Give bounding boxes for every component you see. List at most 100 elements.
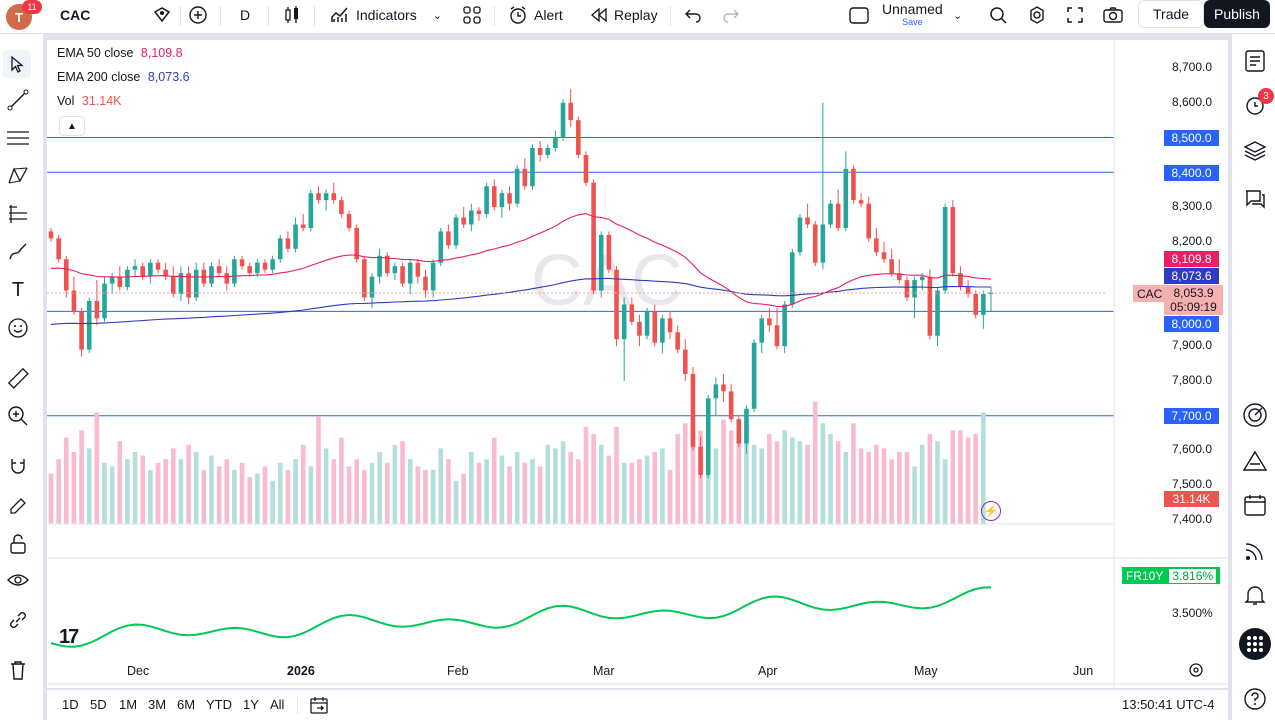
volume-bar: [690, 419, 696, 524]
price-axis-label: 7,600.0: [1172, 442, 1213, 457]
range-3m[interactable]: 3M: [148, 697, 167, 712]
target-icon[interactable]: [1242, 402, 1268, 428]
brush-icon[interactable]: [6, 240, 30, 264]
cursor-icon[interactable]: [3, 50, 31, 78]
time-axis-settings-gear-icon[interactable]: [1188, 662, 1204, 683]
lightning-icon[interactable]: ⚡: [981, 501, 1001, 521]
chart-canvas[interactable]: CAC: [47, 40, 1228, 688]
symbol-search[interactable]: CAC: [60, 0, 90, 30]
layers-icon[interactable]: [1242, 138, 1268, 164]
candle: [369, 273, 375, 308]
text-tool-icon[interactable]: T: [11, 278, 25, 301]
range-ytd[interactable]: YTD: [206, 697, 232, 712]
apps-grid-icon[interactable]: [1239, 628, 1271, 660]
trade-label: Trade: [1153, 6, 1190, 22]
layout-chevron-down-icon[interactable]: ⌄: [953, 9, 963, 22]
calendar-icon[interactable]: [1242, 492, 1268, 518]
candle: [683, 339, 688, 381]
date-range-calendar-icon[interactable]: [309, 695, 329, 718]
candle: [255, 259, 260, 277]
magnet-icon[interactable]: [6, 454, 30, 478]
eye-icon[interactable]: [6, 568, 30, 592]
range-all[interactable]: All: [270, 697, 285, 712]
replay-button[interactable]: Replay: [590, 0, 658, 30]
collapse-legend-chevron-up-icon[interactable]: ▲: [59, 116, 85, 136]
undo-icon[interactable]: [684, 0, 702, 30]
ema50-legend[interactable]: EMA 50 close 8,109.8: [57, 46, 183, 60]
alert-button[interactable]: Alert: [508, 0, 563, 30]
link-icon[interactable]: [6, 608, 30, 632]
interval-select[interactable]: D: [240, 0, 250, 30]
range-1d[interactable]: 1D: [62, 697, 79, 712]
trash-icon[interactable]: [6, 658, 30, 682]
range-1y[interactable]: 1Y: [243, 697, 259, 712]
volume-bar: [514, 452, 520, 524]
alerts-clock-icon[interactable]: [1242, 92, 1268, 118]
help-icon[interactable]: [1242, 686, 1268, 712]
volume-bar: [193, 452, 199, 524]
settings-gear-icon[interactable]: [1027, 0, 1047, 30]
fib-retracement-icon[interactable]: [6, 202, 30, 226]
volume-bar: [919, 444, 925, 524]
candle: [163, 262, 168, 281]
ideas-icon[interactable]: [1242, 448, 1268, 474]
trend-line-icon[interactable]: [6, 88, 30, 112]
clock-timezone[interactable]: 13:50:41 UTC-4: [1122, 697, 1215, 712]
emoji-icon[interactable]: [6, 316, 30, 340]
volume-bar: [851, 423, 856, 524]
volume-bar: [958, 430, 963, 524]
chart-area[interactable]: CAC EMA 50 close 8,109.8 EMA 200 close 8…: [47, 40, 1228, 688]
indicators-button[interactable]: Indicators ⌄: [330, 0, 442, 30]
volume-bar: [736, 437, 742, 524]
volume-bar: [86, 448, 92, 524]
volume-bar: [522, 462, 528, 524]
layout-checkbox-icon[interactable]: [849, 0, 869, 30]
range-6m[interactable]: 6M: [177, 697, 196, 712]
time-label-2026: 2026: [287, 664, 315, 678]
lock-pencil-icon[interactable]: [6, 494, 30, 518]
candle: [461, 207, 466, 228]
chat-icon[interactable]: [1242, 186, 1268, 212]
notification-badge: 11: [22, 0, 42, 14]
candle: [262, 259, 268, 274]
ema200-legend[interactable]: EMA 200 close 8,073.6: [57, 70, 190, 84]
fullscreen-icon[interactable]: [1066, 0, 1084, 30]
candle: [805, 203, 810, 228]
watchlist-icon[interactable]: [1242, 48, 1268, 74]
ruler-icon[interactable]: [6, 366, 30, 390]
add-symbol-icon[interactable]: [152, 0, 172, 30]
stream-icon[interactable]: [1242, 538, 1268, 564]
horizontal-lines-icon[interactable]: [6, 126, 30, 150]
quick-search-icon[interactable]: [988, 0, 1008, 30]
candle: [430, 259, 436, 298]
volume-bar: [438, 448, 444, 524]
camera-icon[interactable]: [1102, 0, 1124, 30]
zoom-in-icon[interactable]: [6, 404, 30, 428]
current-price-tag: 8,053.9 05:09:19: [1164, 285, 1223, 315]
volume-bar: [102, 462, 107, 524]
candle: [950, 200, 956, 277]
candle: [285, 231, 291, 253]
volume-bar: [912, 466, 917, 524]
range-1m[interactable]: 1M: [119, 697, 138, 712]
lock-icon[interactable]: [6, 532, 30, 556]
publish-button[interactable]: Publish: [1204, 0, 1270, 28]
volume-bar: [407, 459, 413, 524]
volume-bar: [109, 466, 115, 524]
trade-button[interactable]: Trade: [1138, 0, 1205, 28]
redo-icon[interactable]: [722, 0, 740, 30]
volume-legend[interactable]: Vol 31.14K: [57, 94, 122, 108]
volume-bar: [881, 448, 887, 524]
volume-bar: [835, 441, 841, 524]
candles-style-icon[interactable]: [283, 0, 301, 30]
candle: [232, 255, 237, 288]
layout-name-button[interactable]: Unnamed Save: [882, 2, 943, 28]
range-5d[interactable]: 5D: [90, 697, 107, 712]
candle: [874, 227, 879, 256]
notifications-bell-icon[interactable]: [1242, 582, 1268, 608]
compare-plus-icon[interactable]: [188, 0, 208, 30]
layout-save-label: Save: [902, 17, 923, 27]
volume-bar: [469, 452, 474, 524]
pattern-icon[interactable]: [6, 164, 30, 188]
templates-grid-icon[interactable]: [462, 0, 482, 30]
